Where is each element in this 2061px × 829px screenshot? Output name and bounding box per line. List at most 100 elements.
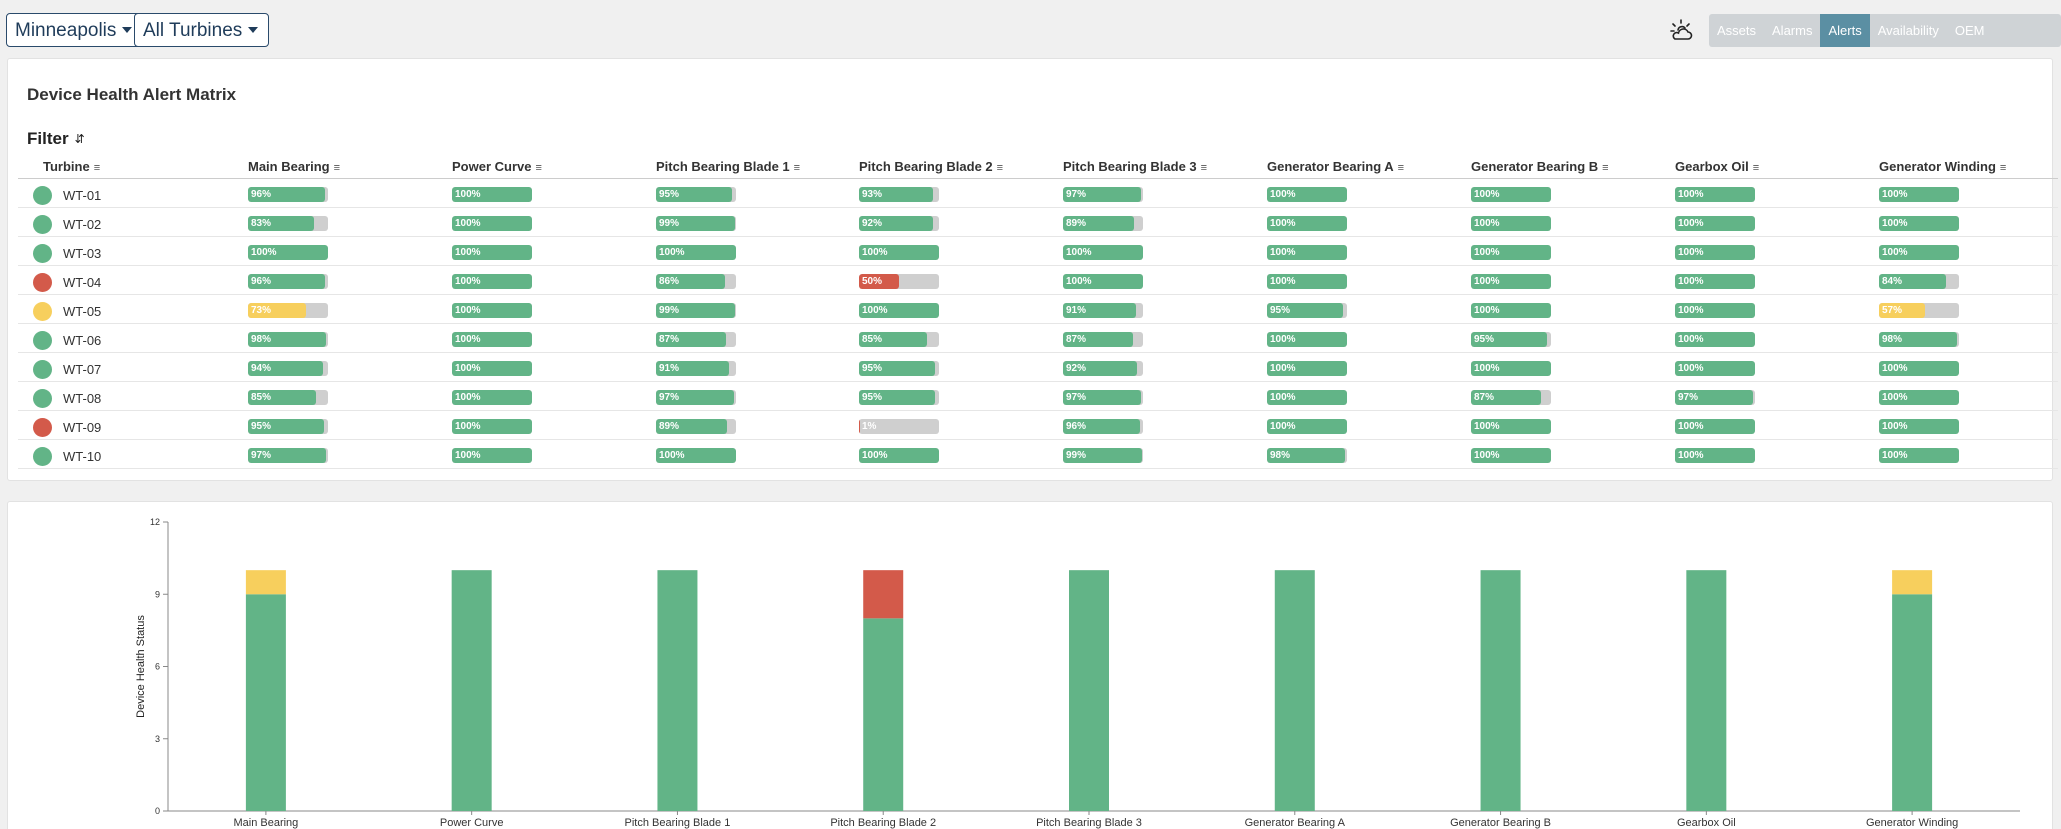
health-bar[interactable]: 100%	[859, 303, 939, 318]
health-bar[interactable]: 97%	[656, 390, 736, 405]
health-bar[interactable]: 86%	[656, 274, 736, 289]
turbines-dropdown[interactable]: All Turbines	[134, 13, 270, 47]
location-dropdown[interactable]: Minneapolis	[6, 13, 144, 47]
health-bar[interactable]: 100%	[1879, 216, 1959, 231]
tab-assets[interactable]: Assets	[1717, 23, 1757, 38]
health-bar[interactable]: 100%	[452, 274, 532, 289]
health-bar[interactable]: 87%	[1063, 332, 1143, 347]
health-bar[interactable]: 100%	[1267, 187, 1347, 202]
health-bar[interactable]: 100%	[1879, 245, 1959, 260]
header-generator-winding[interactable]: Generator Winding ≡	[1879, 159, 2006, 174]
health-bar[interactable]: 97%	[1063, 390, 1143, 405]
health-bar[interactable]: 100%	[1471, 245, 1551, 260]
health-bar[interactable]: 100%	[452, 419, 532, 434]
health-bar[interactable]: 89%	[1063, 216, 1143, 231]
health-bar[interactable]: 1%	[859, 419, 939, 434]
health-bar[interactable]: 98%	[1879, 332, 1959, 347]
tab-availability[interactable]: Availability	[1877, 23, 1939, 38]
health-bar[interactable]: 84%	[1879, 274, 1959, 289]
table-row[interactable]: WT-07 94% 100% 91% 95% 92% 100% 100% 100% 100%	[18, 353, 2058, 382]
header-pitch-bearing-blade-2[interactable]: Pitch Bearing Blade 2 ≡	[859, 159, 1003, 174]
health-bar[interactable]: 50%	[859, 274, 939, 289]
health-bar[interactable]: 100%	[1471, 303, 1551, 318]
health-bar[interactable]: 100%	[1471, 419, 1551, 434]
health-bar[interactable]: 99%	[656, 216, 736, 231]
health-bar[interactable]: 100%	[1879, 390, 1959, 405]
health-bar[interactable]: 98%	[1267, 448, 1347, 463]
header-gearbox-oil[interactable]: Gearbox Oil ≡	[1675, 159, 1759, 174]
health-bar[interactable]: 87%	[1471, 390, 1551, 405]
health-bar[interactable]: 85%	[859, 332, 939, 347]
health-bar[interactable]: 100%	[1267, 245, 1347, 260]
health-bar[interactable]: 100%	[1675, 245, 1755, 260]
health-bar[interactable]: 100%	[1471, 448, 1551, 463]
table-row[interactable]: WT-02 83% 100% 99% 92% 89% 100% 100% 100% 100%	[18, 208, 2058, 237]
tab-alarms[interactable]: Alarms	[1772, 23, 1813, 38]
filter-toggle[interactable]: Filter ⇵	[27, 129, 85, 149]
health-bar[interactable]: 100%	[1267, 419, 1347, 434]
header-turbine[interactable]: Turbine ≡	[43, 159, 100, 174]
health-bar[interactable]: 100%	[452, 448, 532, 463]
header-generator-bearing-a[interactable]: Generator Bearing A ≡	[1267, 159, 1404, 174]
health-bar[interactable]: 98%	[248, 332, 328, 347]
health-bar[interactable]: 91%	[1063, 303, 1143, 318]
health-bar[interactable]: 97%	[248, 448, 328, 463]
health-bar[interactable]: 100%	[1267, 216, 1347, 231]
health-bar[interactable]: 95%	[248, 419, 328, 434]
health-bar[interactable]: 100%	[452, 245, 532, 260]
health-bar[interactable]: 92%	[859, 216, 939, 231]
health-bar[interactable]: 100%	[1879, 419, 1959, 434]
health-bar[interactable]: 73%	[248, 303, 328, 318]
health-bar[interactable]: 96%	[248, 274, 328, 289]
health-bar[interactable]: 100%	[1267, 332, 1347, 347]
table-row[interactable]: WT-08 85% 100% 97% 95% 97% 100% 87% 97% 100%	[18, 382, 2058, 411]
health-bar[interactable]: 96%	[1063, 419, 1143, 434]
header-pitch-bearing-blade-3[interactable]: Pitch Bearing Blade 3 ≡	[1063, 159, 1207, 174]
health-bar[interactable]: 95%	[1267, 303, 1347, 318]
health-bar[interactable]: 100%	[1879, 187, 1959, 202]
health-bar[interactable]: 91%	[656, 361, 736, 376]
health-bar[interactable]: 100%	[1675, 419, 1755, 434]
health-bar[interactable]: 100%	[452, 332, 532, 347]
health-bar[interactable]: 100%	[1471, 187, 1551, 202]
health-bar[interactable]: 94%	[248, 361, 328, 376]
health-bar[interactable]: 97%	[1675, 390, 1755, 405]
health-bar[interactable]: 100%	[1675, 187, 1755, 202]
health-bar[interactable]: 96%	[248, 187, 328, 202]
health-bar[interactable]: 93%	[859, 187, 939, 202]
health-bar[interactable]: 97%	[1063, 187, 1143, 202]
health-bar[interactable]: 100%	[452, 361, 532, 376]
health-bar[interactable]: 100%	[1471, 216, 1551, 231]
health-bar[interactable]: 100%	[859, 448, 939, 463]
health-bar[interactable]: 100%	[452, 303, 532, 318]
health-bar[interactable]: 87%	[656, 332, 736, 347]
health-bar[interactable]: 100%	[1675, 303, 1755, 318]
table-row[interactable]: WT-05 73% 100% 99% 100% 91% 95% 100% 100% 57%	[18, 295, 2058, 324]
health-bar[interactable]: 99%	[1063, 448, 1143, 463]
health-bar[interactable]: 100%	[1675, 332, 1755, 347]
health-bar[interactable]: 99%	[656, 303, 736, 318]
health-bar[interactable]: 100%	[1267, 390, 1347, 405]
health-bar[interactable]: 100%	[452, 390, 532, 405]
health-bar[interactable]: 57%	[1879, 303, 1959, 318]
health-bar[interactable]: 100%	[656, 448, 736, 463]
health-bar[interactable]: 95%	[1471, 332, 1551, 347]
table-row[interactable]: WT-03 100% 100% 100% 100% 100% 100% 100% 100% 100…	[18, 237, 2058, 266]
header-pitch-bearing-blade-1[interactable]: Pitch Bearing Blade 1 ≡	[656, 159, 800, 174]
health-bar[interactable]: 89%	[656, 419, 736, 434]
health-bar[interactable]: 92%	[1063, 361, 1143, 376]
health-bar[interactable]: 100%	[859, 245, 939, 260]
health-bar[interactable]: 100%	[1471, 361, 1551, 376]
table-row[interactable]: WT-10 97% 100% 100% 100% 99% 98% 100% 100% 100%	[18, 440, 2058, 469]
table-row[interactable]: WT-09 95% 100% 89% 1% 96% 100% 100% 100% 100%	[18, 411, 2058, 440]
health-bar[interactable]: 100%	[1675, 361, 1755, 376]
health-bar[interactable]: 100%	[1267, 361, 1347, 376]
health-bar[interactable]: 95%	[859, 361, 939, 376]
table-row[interactable]: WT-01 96% 100% 95% 93% 97% 100% 100% 100% 100%	[18, 179, 2058, 208]
health-bar[interactable]: 100%	[248, 245, 328, 260]
health-bar[interactable]: 95%	[656, 187, 736, 202]
health-bar[interactable]: 100%	[452, 187, 532, 202]
health-bar[interactable]: 83%	[248, 216, 328, 231]
health-bar[interactable]: 100%	[1675, 216, 1755, 231]
health-bar[interactable]: 100%	[1267, 274, 1347, 289]
